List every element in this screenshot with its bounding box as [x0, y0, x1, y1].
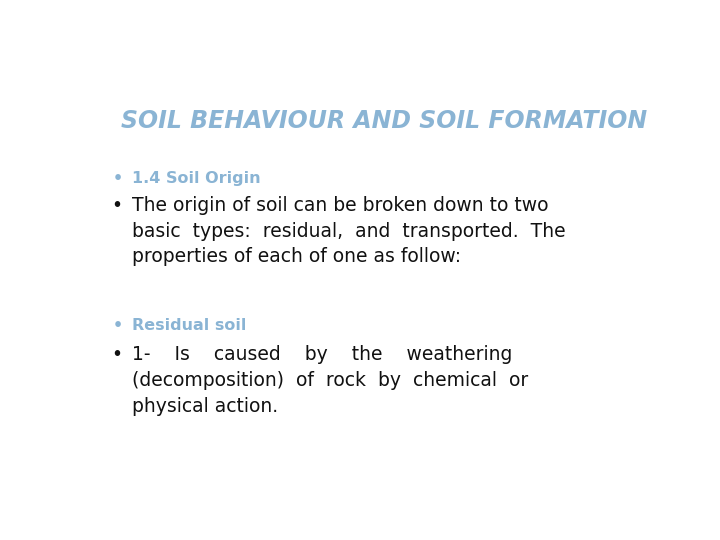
Text: •: •	[112, 171, 122, 186]
Text: •: •	[111, 346, 122, 365]
Text: 1.4 Soil Origin: 1.4 Soil Origin	[132, 171, 261, 186]
Text: •: •	[112, 319, 122, 333]
Text: SOIL BEHAVIOUR AND SOIL FORMATION: SOIL BEHAVIOUR AND SOIL FORMATION	[121, 109, 647, 133]
Text: 1-    Is    caused    by    the    weathering
(decomposition)  of  rock  by  che: 1- Is caused by the weathering (decompos…	[132, 346, 528, 416]
Text: Residual soil: Residual soil	[132, 319, 246, 333]
Text: The origin of soil can be broken down to two
basic  types:  residual,  and  tran: The origin of soil can be broken down to…	[132, 196, 565, 266]
Text: •: •	[111, 196, 122, 215]
